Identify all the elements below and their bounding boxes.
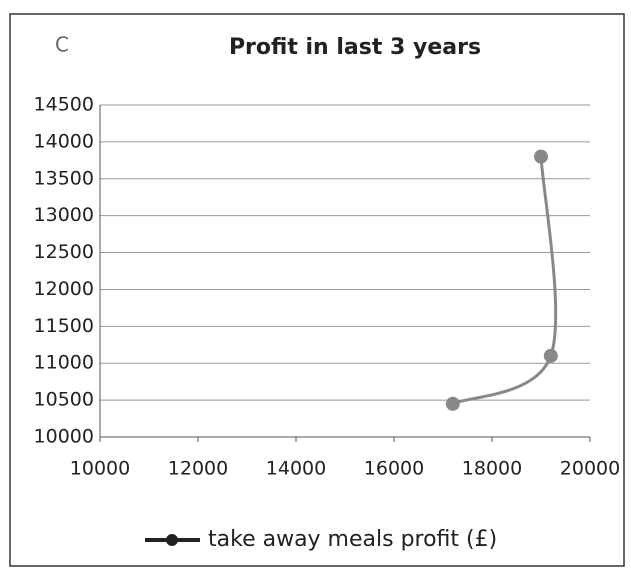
x-tick-label: 16000 [364,458,424,480]
y-tick-label: 11500 [34,315,94,337]
y-tick-label: 12000 [34,278,94,300]
y-tick-label: 11000 [34,352,94,374]
data-point [543,348,558,363]
y-tick-label: 12500 [34,241,94,263]
legend-label: take away meals profit (£) [208,527,497,552]
chart-title: Profit in last 3 years [229,35,481,60]
series-line [452,156,558,406]
chart-border [9,13,625,567]
y-tick-label: 10500 [34,389,94,411]
x-tick-label: 10000 [70,458,130,480]
y-tick-label: 14500 [34,94,94,116]
data-point [534,149,548,164]
y-tick-label: 13500 [34,167,94,189]
y-tick-label: 13000 [34,204,94,226]
x-tick-label: 14000 [266,458,326,480]
y-tick-label: 10000 [34,426,94,448]
y-tick-label: 14000 [34,130,94,152]
panel-label: C [55,33,69,57]
x-tick-label: 12000 [168,458,228,480]
legend-marker [166,534,178,546]
x-tick-label: 20000 [560,458,620,480]
data-point [445,396,460,411]
x-tick-label: 18000 [462,458,522,480]
